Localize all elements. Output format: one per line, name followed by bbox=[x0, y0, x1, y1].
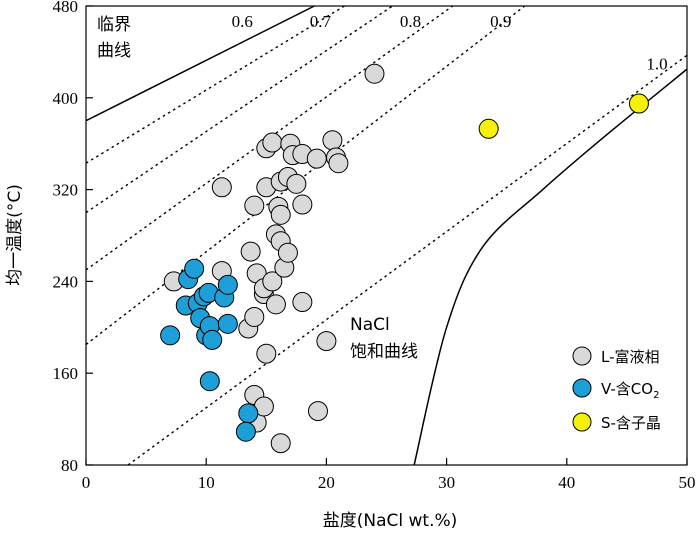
legend-label-L: L-富液相 bbox=[601, 348, 660, 366]
y-tick-label: 480 bbox=[53, 0, 79, 16]
data-point-V bbox=[199, 371, 220, 392]
density-label-0.9: 0.9 bbox=[490, 12, 511, 31]
data-point-L bbox=[307, 401, 328, 422]
x-tick-label: 30 bbox=[438, 473, 455, 492]
critical-curve-label-line1: 临界 bbox=[97, 15, 131, 35]
data-point-L bbox=[316, 331, 337, 352]
data-point-L bbox=[322, 130, 343, 151]
legend-item-L: L-富液相 bbox=[572, 346, 660, 366]
legend-marker-V bbox=[572, 378, 592, 398]
data-point-L bbox=[292, 292, 313, 313]
data-point-V bbox=[202, 329, 223, 350]
data-point-L bbox=[306, 148, 327, 169]
curves-layer bbox=[86, 6, 687, 465]
data-point-S bbox=[478, 118, 499, 139]
x-axis: 0 10 20 30 40 50 bbox=[82, 458, 696, 492]
data-point-V bbox=[235, 421, 256, 442]
legend-item-S: S-含子晶 bbox=[572, 412, 661, 432]
y-tick-label: 80 bbox=[61, 456, 78, 475]
y-axis: 80 160 240 320 400 480 bbox=[53, 0, 93, 475]
data-point-L bbox=[328, 153, 349, 174]
plot-frame bbox=[85, 5, 688, 466]
critical-curve-label-line2: 曲线 bbox=[97, 41, 131, 61]
legend-item-V: V-含CO2 bbox=[572, 378, 659, 401]
density-label-1.0: 1.0 bbox=[646, 54, 667, 73]
data-point-V bbox=[217, 274, 238, 295]
data-point-L bbox=[240, 241, 261, 262]
legend-label-V-subscript: 2 bbox=[653, 390, 659, 401]
nacl-saturation-curve bbox=[413, 68, 687, 465]
data-point-L bbox=[277, 242, 298, 263]
density-label-0.7: 0.7 bbox=[310, 12, 332, 31]
x-axis-title: 盐度(NaCl wt.%) bbox=[323, 511, 458, 531]
data-point-L bbox=[262, 271, 283, 292]
x-tick-label: 10 bbox=[198, 473, 215, 492]
legend-label-V: V-含CO2 bbox=[601, 380, 659, 401]
data-point-V bbox=[238, 403, 259, 424]
legend-label-S: S-含子晶 bbox=[601, 414, 661, 432]
data-point-L bbox=[292, 194, 313, 215]
data-point-V bbox=[217, 313, 238, 334]
y-tick-label: 320 bbox=[53, 181, 79, 200]
data-point-L bbox=[244, 306, 265, 327]
critical-curve-label: 临界 曲线 bbox=[97, 15, 131, 61]
isochore-line-0.6 bbox=[86, 6, 345, 164]
nacl-curve-label: NaCl 饱和曲线 bbox=[350, 315, 418, 362]
data-point-L bbox=[256, 343, 277, 364]
data-point-V bbox=[184, 258, 205, 279]
critical-curve bbox=[86, 6, 315, 122]
density-label-0.6: 0.6 bbox=[232, 12, 253, 31]
nacl-curve-label-line2: 饱和曲线 bbox=[350, 342, 418, 362]
y-axis-title: 均一温度(°C) bbox=[5, 184, 25, 286]
x-tick-label: 40 bbox=[558, 473, 575, 492]
x-tick-label: 0 bbox=[82, 473, 91, 492]
data-point-L bbox=[211, 177, 232, 198]
legend-marker-S bbox=[572, 412, 592, 432]
x-tick-label: 50 bbox=[679, 473, 696, 492]
y-tick-label: 400 bbox=[53, 89, 79, 108]
x-tick-label: 20 bbox=[318, 473, 335, 492]
isochore-line-0.7 bbox=[86, 6, 393, 214]
nacl-curve-label-line1: NaCl bbox=[350, 315, 390, 335]
data-point-L bbox=[270, 433, 291, 454]
data-point-S bbox=[628, 93, 649, 114]
data-point-V bbox=[160, 325, 181, 346]
data-points bbox=[160, 63, 649, 454]
y-tick-label: 160 bbox=[53, 364, 79, 383]
isochore-line-1.0 bbox=[127, 54, 687, 465]
data-point-L bbox=[244, 195, 265, 216]
y-tick-label: 240 bbox=[53, 272, 79, 291]
data-point-L bbox=[265, 294, 286, 315]
legend-label-V-main: V-含CO bbox=[601, 380, 653, 398]
density-label-0.8: 0.8 bbox=[400, 12, 421, 31]
isochore-line-0.9 bbox=[86, 6, 526, 346]
data-point-L bbox=[262, 132, 283, 153]
legend: L-富液相 V-含CO2 S-含子晶 bbox=[572, 346, 661, 432]
legend-marker-L bbox=[572, 346, 592, 366]
data-point-L bbox=[270, 204, 291, 225]
data-point-L bbox=[364, 63, 385, 84]
density-labels: 0.6 0.7 0.8 0.9 1.0 bbox=[232, 12, 668, 73]
data-point-L bbox=[286, 173, 307, 194]
